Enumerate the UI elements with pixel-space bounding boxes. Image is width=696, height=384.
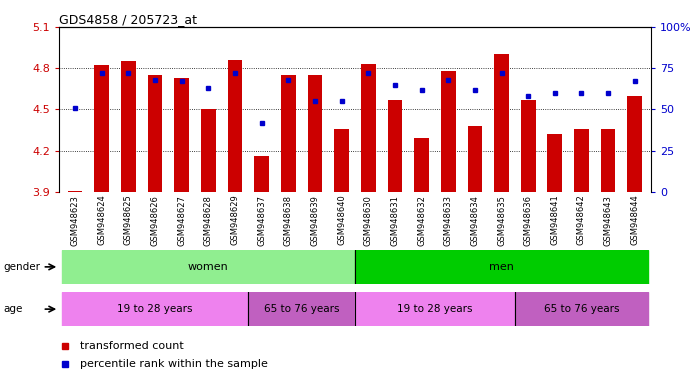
Bar bbox=[308, 75, 322, 192]
Text: GSM948623: GSM948623 bbox=[71, 195, 79, 245]
Text: GSM948629: GSM948629 bbox=[230, 195, 239, 245]
Bar bbox=[627, 96, 642, 192]
Text: GSM948624: GSM948624 bbox=[97, 195, 106, 245]
Bar bbox=[355, 250, 648, 284]
Bar bbox=[388, 100, 402, 192]
Text: women: women bbox=[188, 262, 229, 272]
Text: GSM948631: GSM948631 bbox=[390, 195, 400, 245]
Bar bbox=[521, 100, 535, 192]
Text: GSM948628: GSM948628 bbox=[204, 195, 213, 245]
Bar bbox=[121, 61, 136, 192]
Bar bbox=[254, 156, 269, 192]
Text: GSM948630: GSM948630 bbox=[364, 195, 373, 245]
Bar bbox=[201, 109, 216, 192]
Text: GSM948644: GSM948644 bbox=[631, 195, 639, 245]
Text: GSM948625: GSM948625 bbox=[124, 195, 133, 245]
Bar bbox=[441, 71, 456, 192]
Text: GDS4858 / 205723_at: GDS4858 / 205723_at bbox=[59, 13, 197, 26]
Text: GSM948626: GSM948626 bbox=[150, 195, 159, 245]
Bar bbox=[414, 138, 429, 192]
Text: GSM948642: GSM948642 bbox=[577, 195, 586, 245]
Text: GSM948643: GSM948643 bbox=[603, 195, 612, 245]
Text: age: age bbox=[3, 304, 23, 314]
Text: GSM948641: GSM948641 bbox=[551, 195, 560, 245]
Text: men: men bbox=[489, 262, 514, 272]
Text: GSM948637: GSM948637 bbox=[258, 195, 266, 246]
Text: GSM948638: GSM948638 bbox=[284, 195, 293, 246]
Text: GSM948632: GSM948632 bbox=[417, 195, 426, 245]
Bar bbox=[62, 250, 355, 284]
Text: 65 to 76 years: 65 to 76 years bbox=[264, 304, 340, 314]
Text: 19 to 28 years: 19 to 28 years bbox=[118, 304, 193, 314]
Bar bbox=[228, 60, 242, 192]
Text: GSM948636: GSM948636 bbox=[523, 195, 532, 246]
Text: GSM948627: GSM948627 bbox=[177, 195, 187, 245]
Text: percentile rank within the sample: percentile rank within the sample bbox=[80, 359, 268, 369]
Text: GSM948640: GSM948640 bbox=[337, 195, 346, 245]
Bar bbox=[355, 292, 515, 326]
Text: 19 to 28 years: 19 to 28 years bbox=[397, 304, 473, 314]
Text: GSM948639: GSM948639 bbox=[310, 195, 319, 245]
Bar bbox=[281, 75, 296, 192]
Bar bbox=[548, 134, 562, 192]
Bar bbox=[515, 292, 648, 326]
Text: 65 to 76 years: 65 to 76 years bbox=[544, 304, 619, 314]
Bar bbox=[468, 126, 482, 192]
Text: GSM948634: GSM948634 bbox=[470, 195, 480, 245]
Bar bbox=[334, 129, 349, 192]
Bar bbox=[248, 292, 355, 326]
Bar bbox=[574, 129, 589, 192]
Bar bbox=[361, 64, 376, 192]
Bar bbox=[148, 75, 162, 192]
Text: gender: gender bbox=[3, 262, 40, 272]
Text: transformed count: transformed count bbox=[80, 341, 184, 351]
Bar bbox=[601, 129, 615, 192]
Bar bbox=[175, 78, 189, 192]
Bar bbox=[95, 65, 109, 192]
Bar bbox=[68, 190, 83, 192]
Bar bbox=[494, 55, 509, 192]
Text: GSM948635: GSM948635 bbox=[497, 195, 506, 245]
Bar bbox=[62, 292, 248, 326]
Text: GSM948633: GSM948633 bbox=[444, 195, 452, 246]
